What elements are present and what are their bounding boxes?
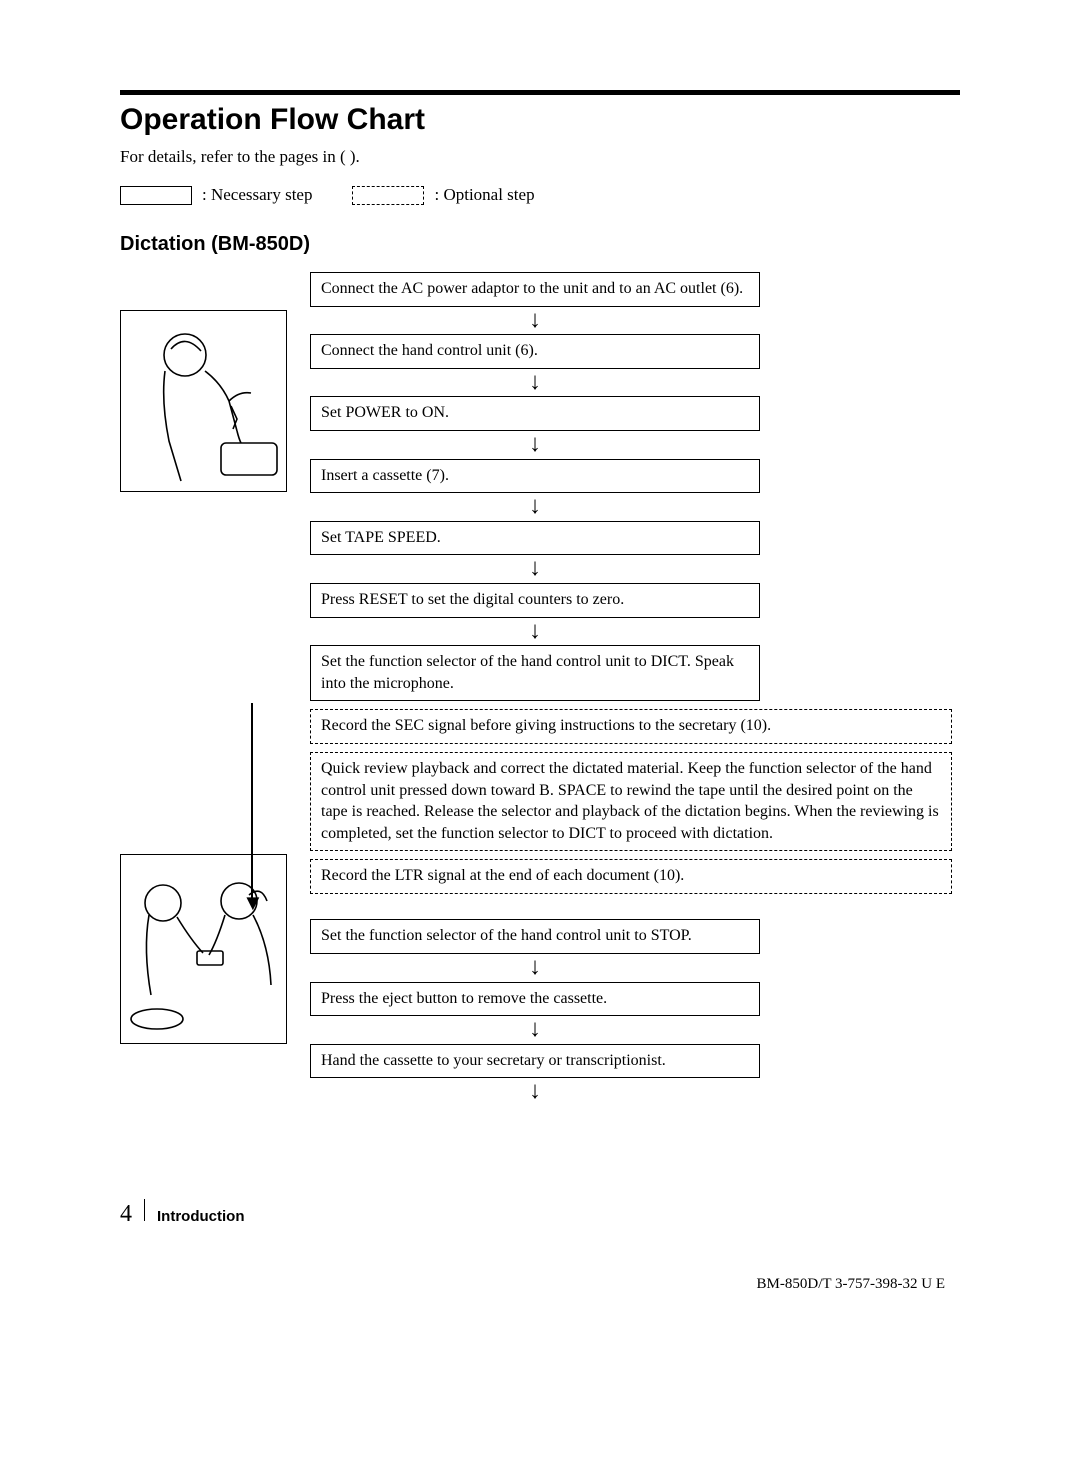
step-eject: Press the eject button to remove the cas… [310, 982, 760, 1017]
step-optional-sec-signal: Record the SEC signal before giving inst… [310, 709, 952, 744]
step-tape-speed: Set TAPE SPEED. [310, 521, 760, 556]
arrow-icon: ↓ [310, 558, 760, 580]
flow-area: Connect the AC power adaptor to the unit… [120, 272, 960, 1103]
page-number: 4 [120, 1201, 132, 1228]
step-connect-ac: Connect the AC power adaptor to the unit… [310, 272, 760, 307]
page-title: Operation Flow Chart [120, 103, 960, 137]
legend-necessary-label: : Necessary step [202, 185, 312, 205]
illustration-dictating [120, 310, 287, 492]
arrow-icon: ↓ [310, 1081, 760, 1103]
footer-separator [144, 1199, 145, 1221]
arrow-icon: ↓ [310, 496, 760, 518]
person-dictating-icon [121, 311, 286, 491]
step-optional-ltr-signal: Record the LTR signal at the end of each… [310, 859, 952, 894]
legend-dashed-box [352, 186, 424, 205]
arrow-line [251, 703, 253, 898]
top-rule [120, 90, 960, 95]
arrow-icon: ↓ [310, 1019, 760, 1041]
step-dict-speak: Set the function selector of the hand co… [310, 645, 760, 701]
arrow-icon: ↓ [310, 434, 760, 456]
long-arrow-area: ▼ Record the SEC signal before giving in… [120, 701, 960, 911]
page-container: Operation Flow Chart For details, refer … [0, 0, 1080, 1478]
legend-row: : Necessary step : Optional step [120, 185, 960, 205]
footer-section-label: Introduction [157, 1208, 244, 1225]
section-heading: Dictation (BM-850D) [120, 233, 960, 256]
step-insert-cassette: Insert a cassette (7). [310, 459, 760, 494]
arrow-icon: ↓ [310, 310, 760, 332]
arrow-icon: ↓ [310, 957, 760, 979]
subtitle: For details, refer to the pages in ( ). [120, 147, 960, 167]
step-reset: Press RESET to set the digital counters … [310, 583, 760, 618]
document-id: BM-850D/T 3-757-398-32 U E [757, 1276, 945, 1293]
footer: 4 Introduction [120, 1199, 244, 1228]
arrow-icon: ↓ [310, 372, 760, 394]
arrow-icon: ↓ [310, 621, 760, 643]
step-hand-cassette: Hand the cassette to your secretary or t… [310, 1044, 760, 1079]
legend-optional-label: : Optional step [434, 185, 534, 205]
arrow-head-icon: ▼ [242, 890, 264, 916]
step-optional-quick-review: Quick review playback and correct the di… [310, 752, 952, 851]
step-connect-hand-unit: Connect the hand control unit (6). [310, 334, 760, 369]
step-stop: Set the function selector of the hand co… [310, 919, 760, 954]
step-power-on: Set POWER to ON. [310, 396, 760, 431]
legend-solid-box [120, 186, 192, 205]
